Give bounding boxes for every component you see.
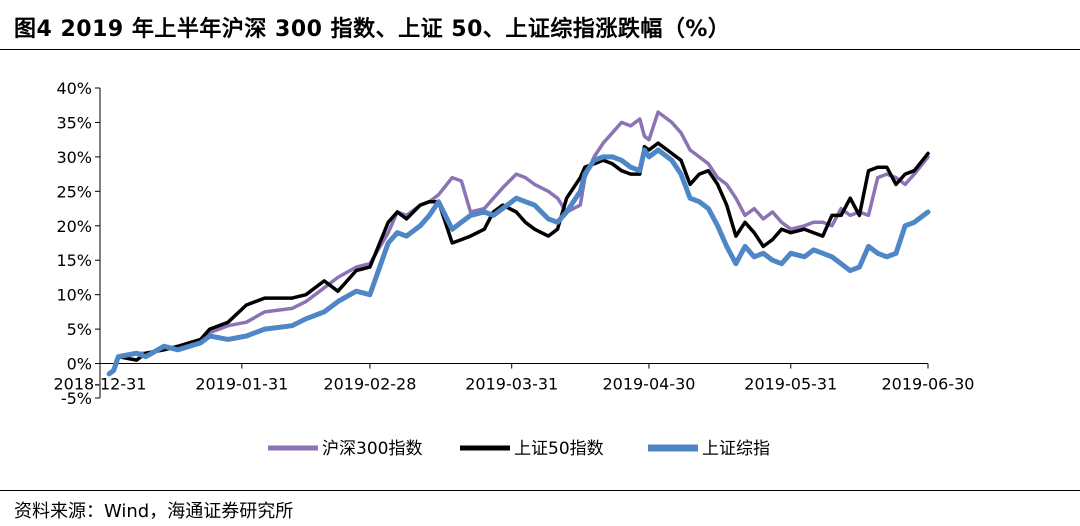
y-tick-label: -5% <box>61 389 92 408</box>
x-tick-label: 2019-03-31 <box>465 375 558 394</box>
y-tick-label: 0% <box>67 355 92 374</box>
line-chart: 40% 35% 30% 25% 20% 15% 10% 5% 0% -5%2018-12-31 20… <box>54 79 975 459</box>
legend-label-2: 上证综指 <box>702 439 770 459</box>
source-note: 资料来源：Wind，海通证券研究所 <box>14 501 294 522</box>
y-tick-label: 10% <box>56 286 92 305</box>
chart-container: 40% 35% 30% 25% 20% 15% 10% 5% 0% -5% 2018-12-31 20… <box>0 52 1080 482</box>
legend: 沪深300指数 上证50指数 上证综指 <box>268 439 770 459</box>
x-tick-label: 2019-06-30 <box>882 375 975 394</box>
x-tick-label: 2019-05-31 <box>744 375 837 394</box>
x-tick-label: 2019-01-31 <box>195 375 288 394</box>
footer-rule <box>0 490 1080 491</box>
y-tick-label: 35% <box>56 113 92 132</box>
series-line-1 <box>107 141 930 376</box>
y-tick-label: 5% <box>67 320 92 339</box>
x-tick-label: 2019-04-30 <box>602 375 695 394</box>
series-line-0 <box>107 110 930 375</box>
x-tick-label: 2019-02-28 <box>323 375 416 394</box>
legend-label-0: 沪深300指数 <box>322 439 422 459</box>
figure-title-bar: 图4 2019 年上半年沪深 300 指数、上证 50、上证综指涨跌幅（%） <box>0 0 1080 50</box>
series-line-2 <box>106 147 931 377</box>
axes-group: 40% 35% 30% 25% 20% 15% 10% 5% 0% -5%2018-12-31 20… <box>54 79 975 408</box>
legend-label-1: 上证50指数 <box>514 439 604 459</box>
y-tick-label: 20% <box>56 217 92 236</box>
y-tick-label: 30% <box>56 148 92 167</box>
figure-title: 图4 2019 年上半年沪深 300 指数、上证 50、上证综指涨跌幅（%） <box>14 17 731 42</box>
y-tick-label: 25% <box>56 182 92 201</box>
y-tick-label: 15% <box>56 251 92 270</box>
y-tick-label: 40% <box>56 79 92 98</box>
series-layer <box>106 110 931 377</box>
x-tick-label: 2018-12-31 <box>54 375 147 394</box>
